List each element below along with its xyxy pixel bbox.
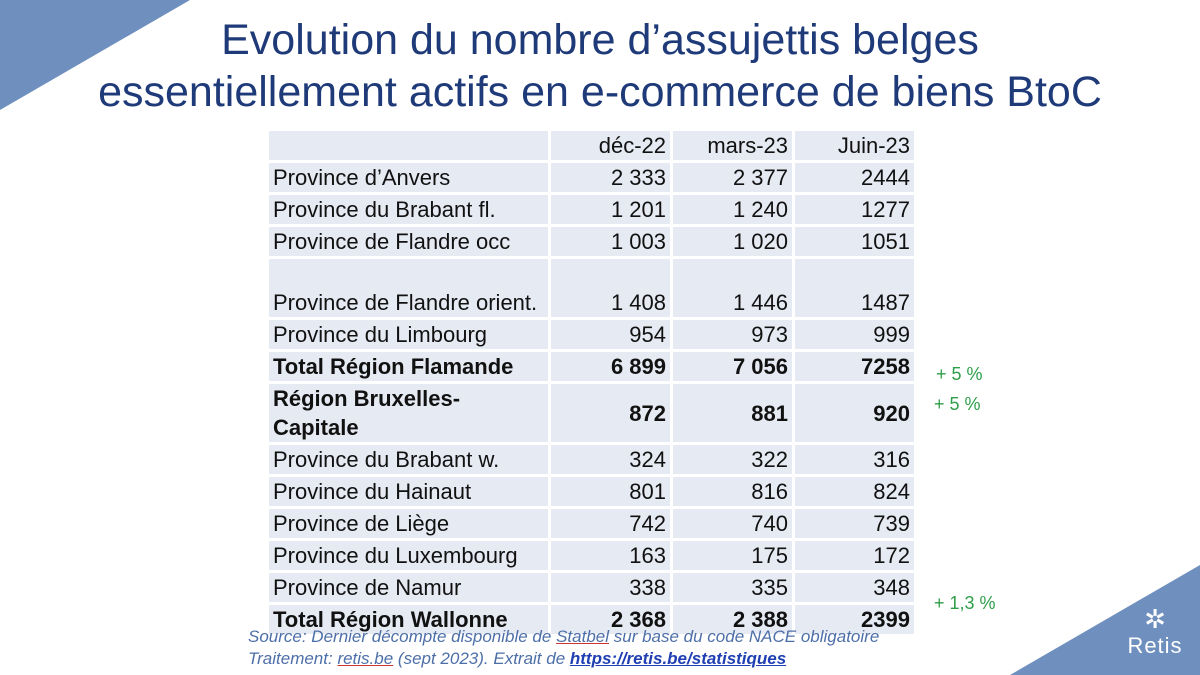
cell-dec22: 163 (551, 541, 670, 570)
row-label: Province du Brabant w. (269, 445, 548, 474)
growth-flamande: + 5 % (936, 364, 983, 384)
row-label: Province du Luxembourg (269, 541, 548, 570)
cell-juin23: 824 (795, 477, 914, 506)
source-line-1: Source: Dernier décompte disponible de S… (248, 626, 879, 648)
cell-dec22: 2 368 (551, 605, 670, 634)
row-label: Province de Namur (269, 573, 548, 602)
cell-juin23: 999 (795, 320, 914, 349)
row-label: Province de Flandre orient. (269, 259, 548, 317)
cell-mars23: 1 020 (673, 227, 792, 256)
cell-juin23: 2399 (795, 605, 914, 634)
cell-juin23: 1051 (795, 227, 914, 256)
table-row: Province du Limbourg 954 973 999 (269, 320, 914, 349)
table-row: Province d’Anvers 2 333 2 377 2444 (269, 163, 914, 192)
table-row: Province de Flandre occ 1 003 1 020 1051 (269, 227, 914, 256)
table-row: Province du Brabant w. 324 322 316 (269, 445, 914, 474)
cell-mars23: 973 (673, 320, 792, 349)
table-row: Province du Brabant fl. 1 201 1 240 1277 (269, 195, 914, 224)
table-row: Province de Flandre orient. 1 408 1 446 … (269, 259, 914, 317)
cell-juin23: 172 (795, 541, 914, 570)
table-row-total: Total Région Wallonne 2 368 2 388 2399 (269, 605, 914, 634)
header-cell-empty (269, 131, 548, 160)
cell-mars23: 7 056 (673, 352, 792, 381)
row-label: Province de Flandre occ (269, 227, 548, 256)
cell-dec22: 872 (551, 384, 670, 442)
table-header-row: déc-22 mars-23 Juin-23 (269, 131, 914, 160)
source-suffix: sur base du code NACE obligatoire (609, 627, 880, 646)
retis-logo-icon: ✲ (1144, 604, 1166, 634)
row-label: Province de Liège (269, 509, 548, 538)
row-label: Région Bruxelles-Capitale (269, 384, 548, 442)
cell-juin23: 1277 (795, 195, 914, 224)
cell-mars23: 335 (673, 573, 792, 602)
cell-mars23: 881 (673, 384, 792, 442)
retis-logo-name: Retis (1127, 633, 1183, 658)
cell-dec22: 338 (551, 573, 670, 602)
cell-mars23: 2 377 (673, 163, 792, 192)
growth-wallonne: + 1,3 % (934, 593, 996, 613)
statbel-text: Statbel (556, 627, 610, 646)
cell-juin23: 348 (795, 573, 914, 602)
cell-juin23: 7258 (795, 352, 914, 381)
slide-title: Evolution du nombre d’assujettis belges … (0, 14, 1200, 118)
cell-mars23: 816 (673, 477, 792, 506)
cell-mars23: 740 (673, 509, 792, 538)
cell-dec22: 742 (551, 509, 670, 538)
source-line-2: Traitement: retis.be (sept 2023). Extrai… (248, 648, 879, 670)
row-label: Province du Hainaut (269, 477, 548, 506)
row-label: Province d’Anvers (269, 163, 548, 192)
cell-mars23: 175 (673, 541, 792, 570)
cell-dec22: 2 333 (551, 163, 670, 192)
cell-juin23: 920 (795, 384, 914, 442)
table-row: Province de Namur 338 335 348 (269, 573, 914, 602)
cell-dec22: 801 (551, 477, 670, 506)
row-label: Total Région Flamande (269, 352, 548, 381)
source-note: Source: Dernier décompte disponible de S… (248, 626, 879, 670)
row-label: Total Région Wallonne (269, 605, 548, 634)
table-row-total: Région Bruxelles-Capitale 872 881 920 (269, 384, 914, 442)
cell-juin23: 739 (795, 509, 914, 538)
cell-dec22: 954 (551, 320, 670, 349)
treatment-prefix: Traitement: (248, 649, 338, 668)
corner-decoration-bottom-right (1010, 565, 1200, 675)
header-cell-dec22: déc-22 (551, 131, 670, 160)
table-row-total: Total Région Flamande 6 899 7 056 7258 (269, 352, 914, 381)
cell-dec22: 324 (551, 445, 670, 474)
cell-dec22: 6 899 (551, 352, 670, 381)
cell-dec22: 1 408 (551, 259, 670, 317)
cell-juin23: 2444 (795, 163, 914, 192)
table-row: Province de Liège 742 740 739 (269, 509, 914, 538)
cell-mars23: 1 446 (673, 259, 792, 317)
corner-decoration-top-left (0, 0, 190, 110)
growth-bruxelles: + 5 % (934, 394, 981, 414)
cell-juin23: 1487 (795, 259, 914, 317)
cell-mars23: 1 240 (673, 195, 792, 224)
source-prefix: Source: Dernier décompte disponible de (248, 627, 557, 646)
treatment-mid: (sept 2023). Extrait de (393, 649, 570, 668)
title-line-1: Evolution du nombre d’assujettis belges (221, 16, 979, 64)
header-cell-juin23: Juin-23 (795, 131, 914, 160)
row-label: Province du Limbourg (269, 320, 548, 349)
table-row: Province du Hainaut 801 816 824 (269, 477, 914, 506)
data-table: déc-22 mars-23 Juin-23 Province d’Anvers… (266, 128, 917, 637)
header-cell-mars23: mars-23 (673, 131, 792, 160)
row-label: Province du Brabant fl. (269, 195, 548, 224)
title-line-2: essentiellement actifs en e-commerce de … (98, 68, 1102, 116)
statistics-link[interactable]: https://retis.be/statistiques (569, 649, 787, 668)
cell-dec22: 1 003 (551, 227, 670, 256)
cell-juin23: 316 (795, 445, 914, 474)
table-row: Province du Luxembourg 163 175 172 (269, 541, 914, 570)
retis-logo: ✲ Retis (1124, 605, 1186, 659)
cell-mars23: 2 388 (673, 605, 792, 634)
cell-mars23: 322 (673, 445, 792, 474)
cell-dec22: 1 201 (551, 195, 670, 224)
retis-site-text: retis.be (337, 649, 394, 668)
